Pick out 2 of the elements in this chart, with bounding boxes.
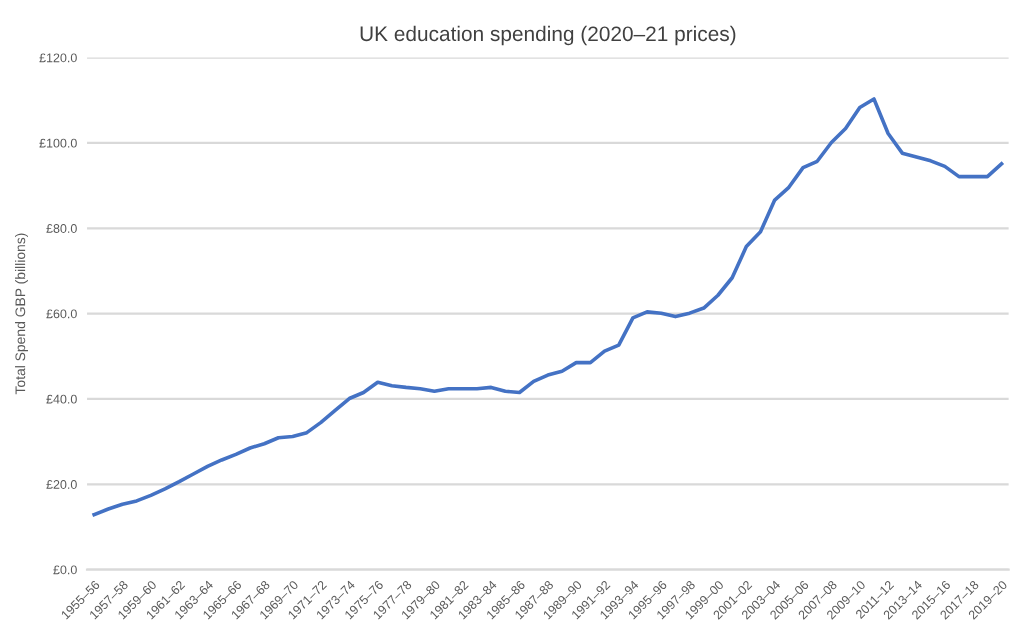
line-series <box>92 97 1004 517</box>
chart-title: UK education spending (2020–21 prices) <box>360 25 736 46</box>
